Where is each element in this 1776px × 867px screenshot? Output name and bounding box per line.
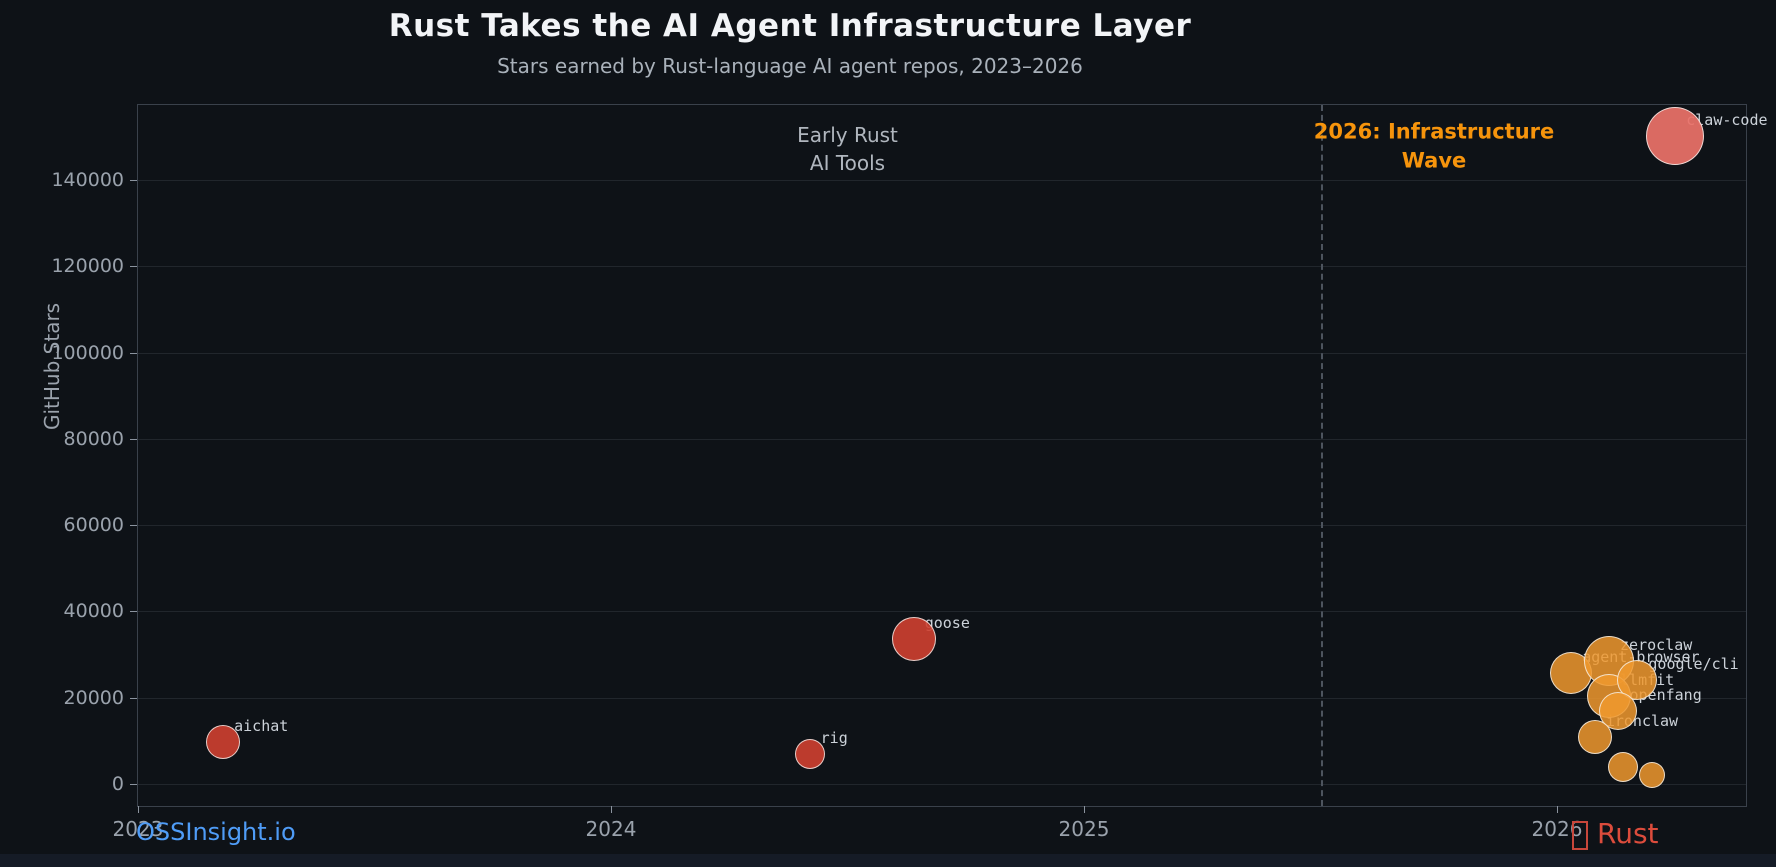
bubble-label: goose <box>924 614 970 633</box>
y-tick-label: 140000 <box>51 168 124 191</box>
gridline-h <box>138 352 1746 354</box>
bubble-label: aichat <box>234 716 289 735</box>
bubble-unlabeled <box>1608 752 1639 783</box>
y-tick-mark <box>130 352 137 354</box>
gridline-h <box>138 266 1746 268</box>
x-tick-label: 2024 <box>585 817 637 841</box>
y-tick-mark <box>130 784 137 785</box>
gridline-h <box>138 179 1746 181</box>
x-tick-label: 2025 <box>1058 817 1110 841</box>
bottom-edge-strip <box>0 854 1776 867</box>
era-divider-dashed-line <box>1320 105 1323 806</box>
bubble-goose <box>891 617 936 662</box>
gridline-h <box>138 438 1746 440</box>
gridline-h <box>138 784 1746 785</box>
ossinsight-link[interactable]: OSSInsight.io <box>136 818 296 846</box>
gridline-h <box>138 697 1746 699</box>
x-tick-mark <box>1557 806 1558 813</box>
title-block: Rust Takes the AI Agent Infrastructure L… <box>0 0 1580 78</box>
y-axis-title: GitHub Stars <box>40 302 64 430</box>
annotation-early-rust: Early Rust AI Tools <box>797 123 898 176</box>
rust-crab-icon <box>1572 821 1588 850</box>
y-tick-mark <box>130 266 137 268</box>
bubble-openfang <box>1599 692 1638 731</box>
x-tick-mark <box>611 806 612 813</box>
bubble-claw-code <box>1646 107 1705 166</box>
bubble-ironclaw <box>1577 719 1612 754</box>
bubble-label: claw-code <box>1686 111 1768 130</box>
x-tick-mark <box>1084 806 1085 813</box>
y-tick-label: 20000 <box>63 686 124 709</box>
y-tick-label: 120000 <box>51 255 124 278</box>
y-tick-mark <box>130 438 137 440</box>
bubble-rig <box>794 739 825 770</box>
bubble-unlabeled <box>1638 761 1665 788</box>
gridline-h <box>138 525 1746 527</box>
y-tick-label: 40000 <box>63 600 124 623</box>
chart-title: Rust Takes the AI Agent Infrastructure L… <box>388 8 1192 44</box>
bubble-label: zeroclaw <box>1620 636 1693 655</box>
rust-label: Rust <box>1597 817 1659 850</box>
annotation-infrastructure-wave: 2026: Infrastructure Wave <box>1313 119 1555 174</box>
y-tick-mark <box>130 179 137 181</box>
y-tick-label: 0 <box>111 773 124 795</box>
plot-area: 0 20000 40000 60000 80000 100000 120000 140000 2… <box>51 104 1768 841</box>
y-tick-mark <box>130 611 137 613</box>
y-tick-label: 80000 <box>63 427 124 450</box>
gridline-h <box>138 611 1746 613</box>
y-tick-mark <box>130 525 137 527</box>
x-tick-label: 2023 <box>112 817 164 841</box>
chart-subtitle: Stars earned by Rust-language AI agent r… <box>497 54 1083 78</box>
y-tick-label: 60000 <box>63 514 124 537</box>
bubble-label: rig <box>820 729 848 748</box>
bubble-aichat <box>206 724 241 759</box>
bubble-label: google/cli <box>1648 655 1739 674</box>
y-tick-mark <box>130 697 137 699</box>
y-tick-label: 100000 <box>51 341 124 364</box>
rust-branding: Rust <box>1572 817 1659 850</box>
x-tick-mark <box>138 806 139 813</box>
